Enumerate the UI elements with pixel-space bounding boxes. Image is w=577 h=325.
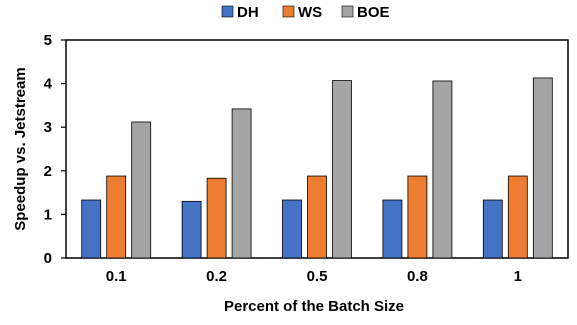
- bar-dh-0_8: [382, 199, 403, 259]
- chart-legend: DH WS BOE: [221, 4, 390, 21]
- bar-ws-0_1: [106, 175, 127, 259]
- bar-ws-1: [507, 175, 528, 259]
- bar-boe-0_2: [231, 108, 252, 259]
- legend-label-dh: DH: [237, 4, 259, 21]
- bar-boe-0_8: [432, 80, 453, 259]
- bar-ws-0_2: [206, 177, 227, 259]
- bar-dh-0_1: [81, 199, 102, 259]
- x-tick-label: 0.2: [206, 268, 227, 285]
- bar-dh-0_5: [282, 199, 302, 259]
- legend-label-boe: BOE: [357, 4, 390, 21]
- x-tick-label: 0.5: [307, 268, 328, 285]
- legend-label-ws: WS: [298, 4, 322, 21]
- y-tick-label: 2: [44, 163, 52, 180]
- legend-swatch-dh: [221, 5, 234, 18]
- x-tick-label: 0.1: [106, 268, 127, 285]
- chart-bars: [81, 77, 553, 259]
- bar-dh-0_2: [181, 200, 202, 259]
- y-tick-label: 4: [44, 76, 53, 93]
- legend-swatch-ws: [282, 5, 295, 18]
- bar-dh-1: [482, 199, 503, 259]
- y-tick-label: 1: [44, 206, 52, 223]
- chart-labels: Speedup vs. Jetstream Percent of the Bat…: [12, 67, 404, 315]
- y-axis-label: Speedup vs. Jetstream: [12, 67, 29, 230]
- y-tick-label: 0: [44, 250, 52, 267]
- bar-boe-0_1: [131, 121, 152, 259]
- y-tick-label: 5: [44, 32, 52, 49]
- bar-boe-1: [532, 77, 553, 259]
- y-tick-label: 3: [44, 119, 52, 136]
- bar-ws-0_8: [407, 175, 428, 259]
- x-axis-label: Percent of the Batch Size: [224, 298, 404, 315]
- legend-swatch-boe: [341, 5, 354, 18]
- bar-ws-0_5: [307, 175, 327, 259]
- x-tick-label: 0.8: [407, 268, 428, 285]
- bar-boe-0_5: [332, 80, 352, 259]
- x-tick-label: 1: [514, 268, 522, 285]
